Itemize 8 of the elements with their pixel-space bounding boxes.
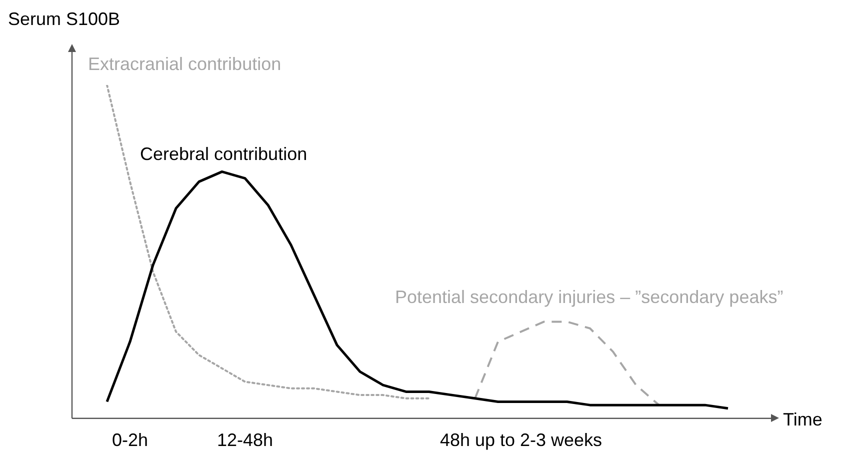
series-label: Potential secondary injuries – ”secondary peaks” (395, 286, 784, 307)
x-axis-title: Time (783, 409, 822, 430)
x-tick-label: 0-2h (112, 430, 148, 450)
x-tick-label: 48h up to 2-3 weeks (440, 430, 602, 450)
y-axis-title: Serum S100B (8, 8, 120, 29)
x-tick-label: 12-48h (216, 430, 274, 450)
series-label: Cerebral contribution (140, 144, 308, 164)
series-label: Extracranial contribution (88, 54, 282, 74)
